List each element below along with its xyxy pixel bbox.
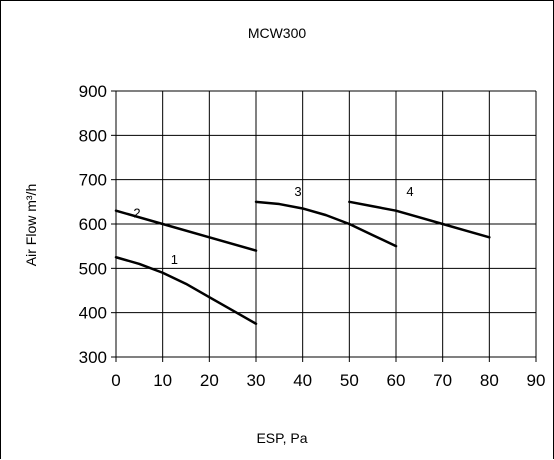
series-line-1 [114, 256, 258, 325]
x-tick-label: 10 [153, 371, 172, 390]
x-tick-label: 20 [200, 371, 219, 390]
y-tick-label: 400 [79, 304, 107, 323]
series-label-2: 2 [133, 205, 140, 220]
x-tick-label: 30 [247, 371, 266, 390]
x-axis-label: ESP, Pa [256, 430, 307, 446]
x-tick-label: 40 [293, 371, 312, 390]
y-tick-label: 700 [79, 171, 107, 190]
y-tick-label: 800 [79, 126, 107, 145]
y-axis-label: Air Flow m³/h [23, 184, 39, 266]
series-label-1: 1 [171, 252, 178, 267]
series-line-3 [254, 200, 398, 248]
grid [111, 90, 537, 362]
series-line-2 [114, 209, 258, 252]
y-tick-label: 900 [79, 82, 107, 101]
ticks: 0 10 20 30 40 50 60 70 80 90 300 400 500 600 700 800 900 [79, 82, 546, 390]
series-group [114, 200, 491, 325]
series-line-4 [348, 200, 491, 239]
chart-title: MCW300 [248, 25, 307, 41]
series-label-4: 4 [406, 184, 413, 199]
x-tick-label: 60 [387, 371, 406, 390]
y-tick-label: 500 [79, 259, 107, 278]
y-tick-label: 600 [79, 215, 107, 234]
x-tick-label: 80 [480, 371, 499, 390]
y-tick-label: 300 [79, 348, 107, 367]
curve-labels: 1 2 3 4 [133, 184, 413, 267]
x-tick-label: 70 [433, 371, 452, 390]
series-label-3: 3 [294, 184, 301, 199]
x-tick-label: 90 [527, 371, 546, 390]
x-tick-label: 0 [111, 371, 120, 390]
x-tick-label: 50 [340, 371, 359, 390]
